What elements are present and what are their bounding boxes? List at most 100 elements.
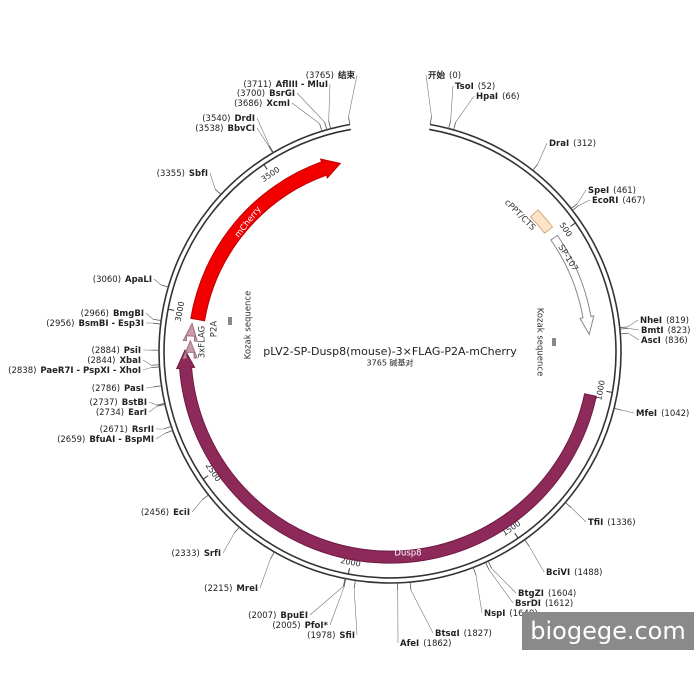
backbone xyxy=(158,123,622,584)
site-leader xyxy=(450,85,454,121)
tick-mark xyxy=(167,308,175,311)
site-text-1: (2844) xyxy=(87,356,115,366)
site-leader xyxy=(296,92,325,123)
site-text-1: (2884) xyxy=(92,346,120,356)
site-leader xyxy=(155,433,166,440)
site-text-1: (2671) xyxy=(100,425,128,435)
site-label: (2456) EciI xyxy=(141,508,190,518)
site-tick xyxy=(620,332,629,335)
site-text-2: XcmI xyxy=(266,99,290,109)
site-label: NheI (819) xyxy=(640,316,689,326)
site-label: (2737) BstBI xyxy=(89,398,147,408)
site-text-2: (1862) xyxy=(423,639,451,649)
site-text-1: (3686) xyxy=(234,99,262,109)
site-label: TfiI (1336) xyxy=(588,518,636,528)
backbone xyxy=(163,128,617,579)
site-label: (2215) MreI xyxy=(204,584,258,594)
site-text-1: (2956) xyxy=(46,319,74,329)
site-text-2: (819) xyxy=(666,316,689,326)
site-leader xyxy=(148,401,158,406)
site-text-2: ApaLI xyxy=(125,275,152,285)
tick-mark xyxy=(347,568,350,575)
site-leader xyxy=(145,312,154,320)
site-label: (2884) PsiI xyxy=(92,346,141,356)
site-text-2: PaeR7I - PspXI - XhoI xyxy=(40,366,141,376)
site-label: HpaI (66) xyxy=(476,92,520,102)
site-leader xyxy=(153,278,161,286)
site-text-1: TfiI xyxy=(588,518,603,528)
site-text-1: (3538) xyxy=(195,124,223,134)
tick-mark xyxy=(263,164,268,170)
mcherry-arrow xyxy=(190,158,342,322)
site-leader xyxy=(571,507,587,523)
site-tick xyxy=(453,122,457,131)
site-text-1: (2966) xyxy=(81,309,109,319)
site-label: 开始 (0) xyxy=(428,70,461,81)
site-leader xyxy=(528,546,545,573)
site-tick xyxy=(619,326,628,329)
site-text-2: (461) xyxy=(613,186,636,196)
site-label: BtsαI (1827) xyxy=(435,629,492,639)
site-text-1: AfeI xyxy=(400,639,419,649)
site-leader xyxy=(191,499,203,513)
kozak-mark xyxy=(228,317,232,325)
site-text-2: BmgBI xyxy=(113,309,144,319)
site-label: (3765) 结束 xyxy=(306,70,356,81)
site-leader xyxy=(329,586,345,626)
site-label: (2734) EarI xyxy=(96,408,147,418)
site-text-1: (1978) xyxy=(307,631,335,641)
site-label: (2007) BpuEI xyxy=(248,611,308,621)
site-label: (2671) RsrII xyxy=(100,425,154,435)
site-leader xyxy=(475,574,483,614)
site-text-2: (0) xyxy=(449,71,461,81)
site-label: DraI (312) xyxy=(549,139,596,149)
site-leader xyxy=(455,95,475,123)
site-leader xyxy=(142,359,152,366)
site-text-2: (1612) xyxy=(545,599,573,609)
site-tick xyxy=(214,188,222,195)
site-leader xyxy=(491,568,517,594)
site-leader xyxy=(309,586,344,616)
site-text-2: EciI xyxy=(173,508,190,518)
site-label: (2786) PasI xyxy=(92,384,144,394)
site-text-2: (52) xyxy=(478,82,495,92)
site-leader xyxy=(145,386,154,389)
site-leader xyxy=(348,74,358,117)
site-text-1: (2333) xyxy=(172,549,200,559)
site-text-1: BtgZI xyxy=(518,589,544,599)
site-text-2: SbfI xyxy=(189,169,208,179)
site-text-1: BtsαI xyxy=(435,629,460,639)
site-leader xyxy=(353,588,358,636)
site-label: (2333) SrfI xyxy=(172,549,221,559)
watermark: biogege.com xyxy=(530,617,685,645)
site-tick xyxy=(269,145,274,153)
site-text-2: EarI xyxy=(128,408,147,418)
site-text-2: AflIII - MluI xyxy=(276,80,328,90)
site-label: AfeI (1862) xyxy=(400,639,451,649)
site-text-1: DraI xyxy=(549,139,569,149)
tick-mark xyxy=(514,532,519,539)
site-text-2: PsiI xyxy=(124,346,141,356)
site-text-2: BbvCI xyxy=(227,124,255,134)
tick-label: 3000 xyxy=(174,301,187,323)
site-label: (2844) XbaI xyxy=(87,356,141,366)
site-text-2: (1827) xyxy=(464,629,492,639)
site-text-1: (2786) xyxy=(92,384,120,394)
site-text-1: (2838) xyxy=(8,366,36,376)
map-length: 3765 碱基对 xyxy=(367,358,414,368)
site-tick xyxy=(153,318,162,321)
site-leader xyxy=(537,142,548,165)
site-text-2: (1604) xyxy=(548,589,576,599)
site-tick xyxy=(324,122,328,130)
site-label: (2838) PaeR7I - PspXI - XhoI xyxy=(8,366,141,376)
site-label: AscI (836) xyxy=(641,336,688,346)
site-text-1: EcoRI xyxy=(592,196,618,206)
flag-arrow-1 xyxy=(182,339,198,359)
site-tick xyxy=(153,385,162,388)
site-leader xyxy=(148,405,158,413)
site-text-2: DrdI xyxy=(235,114,256,124)
site-text-2: (836) xyxy=(665,336,688,346)
site-tick xyxy=(165,430,173,434)
site-tick xyxy=(472,567,477,576)
